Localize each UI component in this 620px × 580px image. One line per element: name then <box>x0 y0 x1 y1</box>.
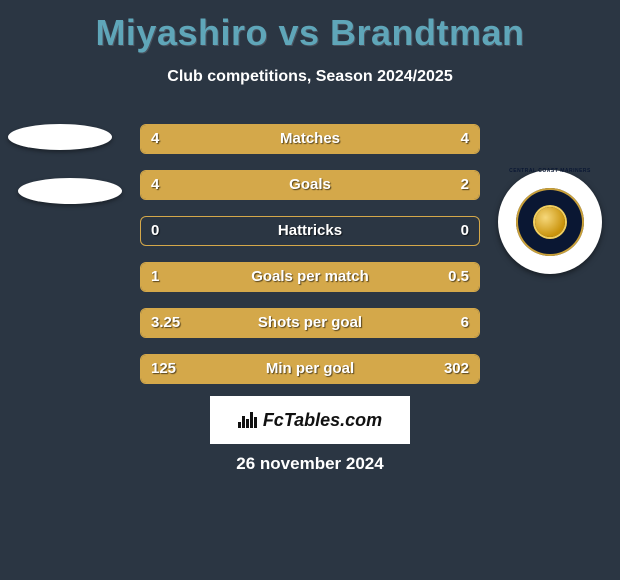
player-left-avatar-placeholder-2 <box>18 178 122 204</box>
stat-row: 42Goals <box>140 170 480 200</box>
stat-row: 44Matches <box>140 124 480 154</box>
chart-icon <box>238 412 257 428</box>
club-badge-text: CENTRAL COAST MARINERS <box>498 168 602 174</box>
stat-label: Min per goal <box>141 355 479 384</box>
page-title: Miyashiro vs Brandtman <box>0 0 620 54</box>
stat-label: Goals per match <box>141 263 479 292</box>
stats-container: 44Matches 42Goals 00Hattricks 10.5Goals per… <box>140 124 480 400</box>
footer-date: 26 november 2024 <box>0 454 620 474</box>
stat-row: 10.5Goals per match <box>140 262 480 292</box>
club-badge-coin-icon <box>535 207 565 237</box>
stat-label: Goals <box>141 171 479 200</box>
stat-row: 125302Min per goal <box>140 354 480 384</box>
page-subtitle: Club competitions, Season 2024/2025 <box>0 68 620 86</box>
stat-label: Matches <box>141 125 479 154</box>
club-badge-right: CENTRAL COAST MARINERS <box>498 170 602 274</box>
stat-row: 00Hattricks <box>140 216 480 246</box>
player-left-avatar-placeholder-1 <box>8 124 112 150</box>
stat-row: 3.256Shots per goal <box>140 308 480 338</box>
brand-text: FcTables.com <box>263 410 382 431</box>
club-badge-inner <box>516 188 584 256</box>
brand-badge: FcTables.com <box>210 396 410 444</box>
stat-label: Hattricks <box>141 217 479 246</box>
stat-label: Shots per goal <box>141 309 479 338</box>
